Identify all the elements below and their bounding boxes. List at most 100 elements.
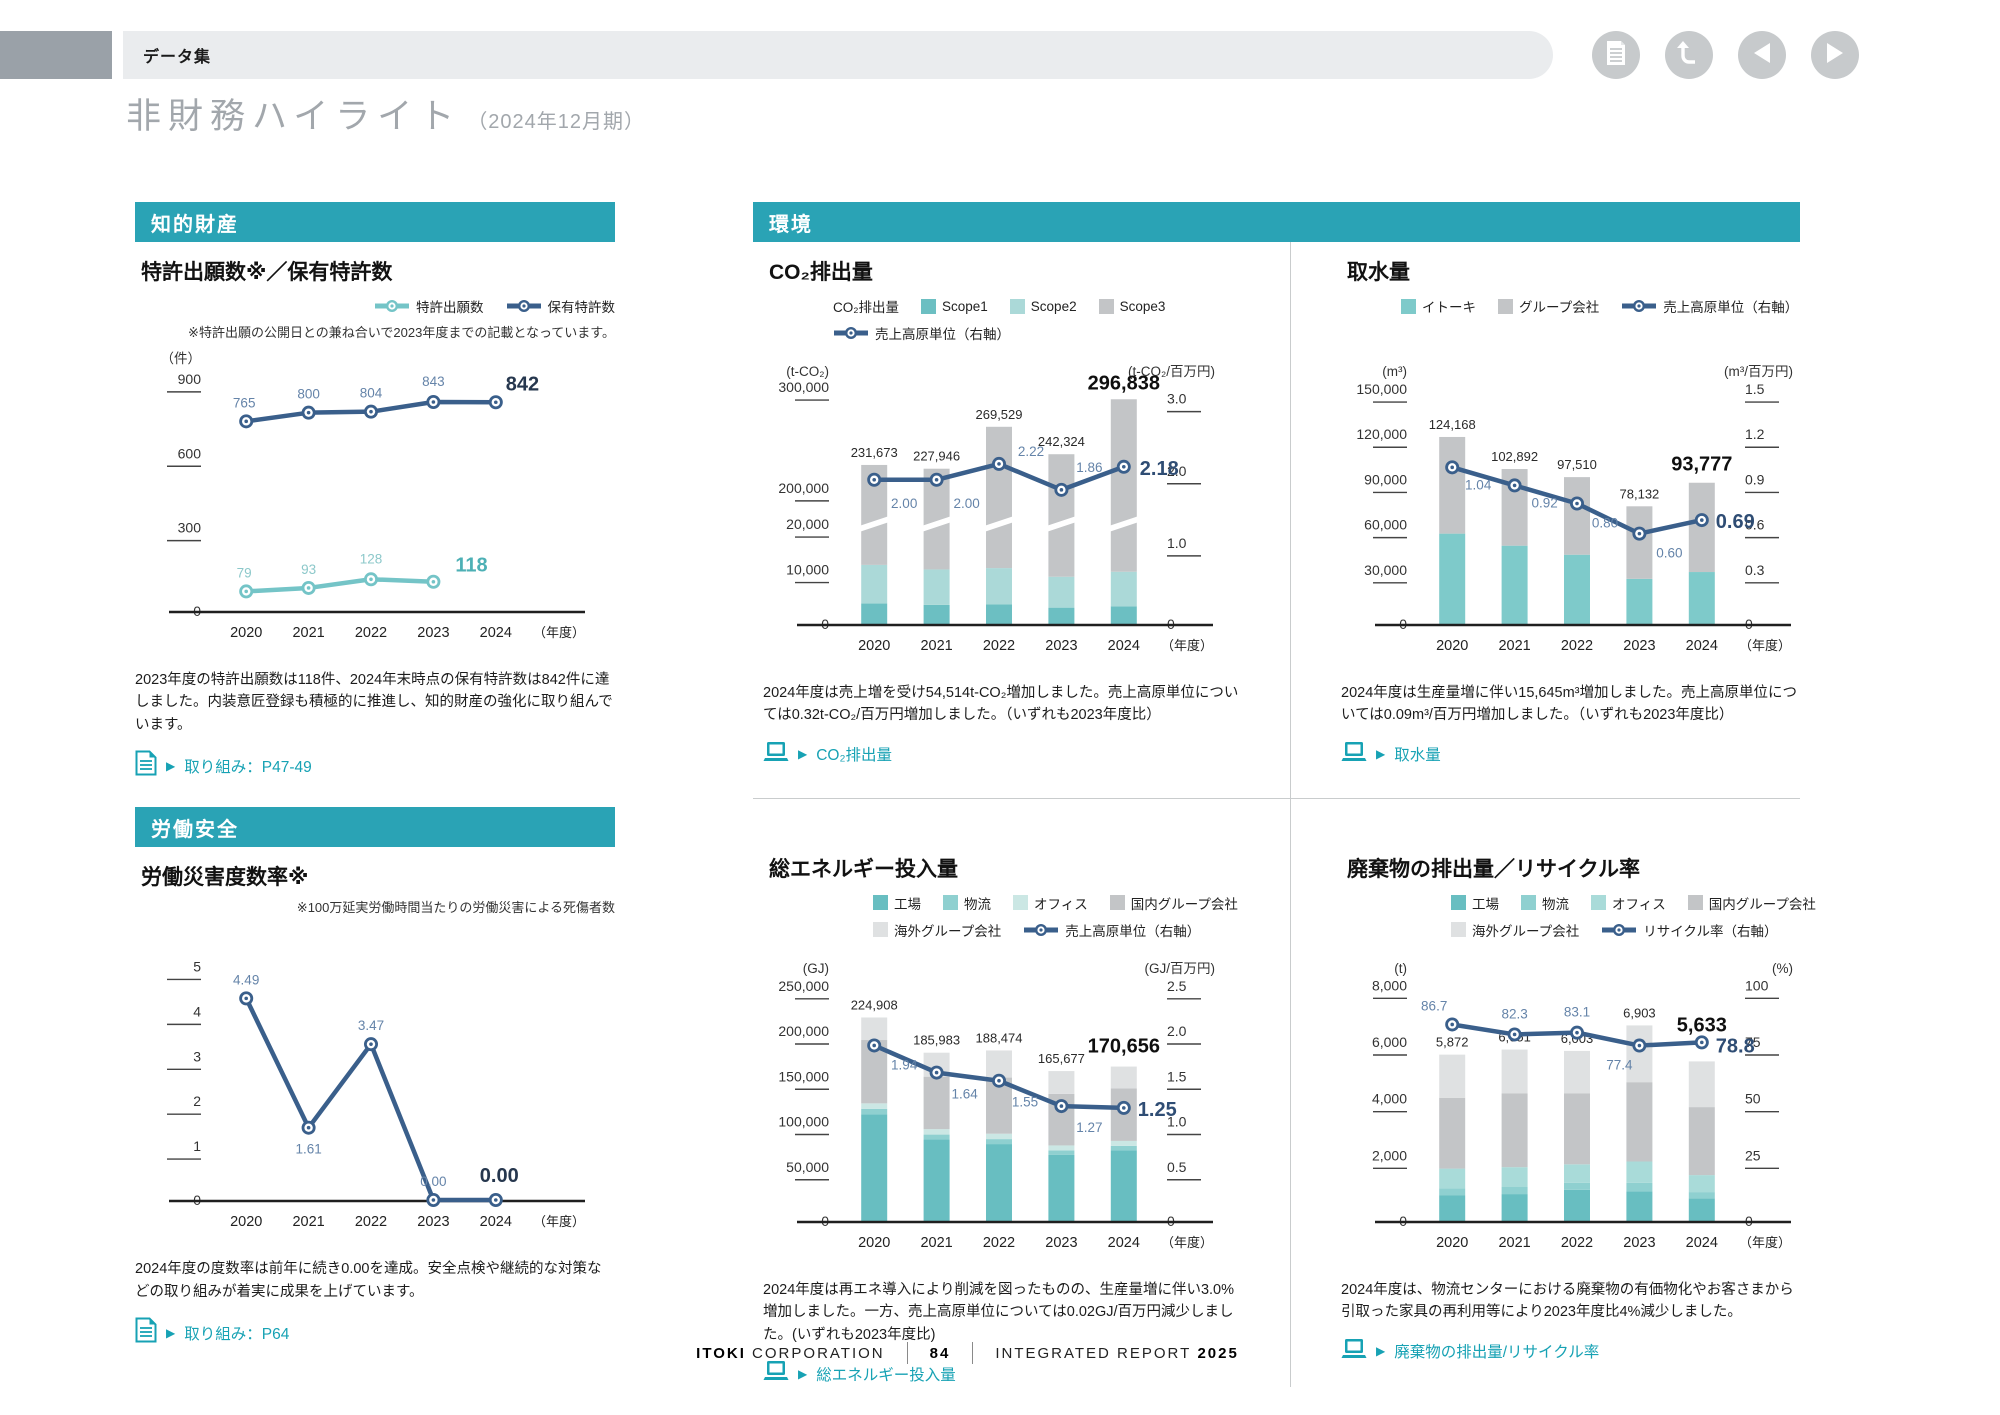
- svg-text:(t): (t): [1394, 961, 1407, 976]
- waste-link[interactable]: ▶ 廃棄物の排出量/リサイクル率: [1341, 1338, 1800, 1365]
- svg-text:77.4: 77.4: [1606, 1057, 1633, 1072]
- svg-text:4,000: 4,000: [1372, 1091, 1407, 1107]
- svg-text:5,872: 5,872: [1436, 1035, 1469, 1050]
- waste-cell: 廃棄物の排出量／リサイクル率 工場 物流 オフィス 国内グループ会社 海外グループ会社リ…: [1290, 798, 1816, 1388]
- link-arrow-icon: ▶: [166, 1325, 176, 1340]
- svg-text:200,000: 200,000: [778, 480, 829, 496]
- svg-text:128: 128: [360, 551, 383, 566]
- link-arrow-icon: ▶: [1376, 747, 1386, 762]
- svg-text:25: 25: [1745, 1147, 1761, 1163]
- svg-text:227,946: 227,946: [913, 449, 960, 464]
- content: 知的財産 特許出願数※／保有特許数 特許出願数 保有特許数 ※特許出願の公開日との…: [135, 202, 1816, 1388]
- safety-caption: 2024年度の度数率は前年に続き0.00を達成。安全点検や継続的な対策などの取り…: [135, 1261, 602, 1300]
- svg-text:78.8: 78.8: [1716, 1035, 1755, 1057]
- svg-text:0.80: 0.80: [1592, 515, 1618, 530]
- svg-text:2023: 2023: [1045, 1235, 1077, 1251]
- svg-text:(GJ/百万円): (GJ/百万円): [1145, 961, 1216, 976]
- svg-text:(GJ): (GJ): [803, 961, 829, 976]
- safety-link-label: 取り組み：P64: [184, 1325, 290, 1343]
- safety-link[interactable]: ▶ 取り組み：P64: [135, 1317, 615, 1348]
- svg-text:2023: 2023: [417, 1214, 449, 1230]
- svg-text:（年度）: （年度）: [533, 1214, 585, 1229]
- svg-text:8,000: 8,000: [1372, 977, 1407, 993]
- svg-text:1.0: 1.0: [1167, 535, 1187, 551]
- safety-chart-title: 労働災害度数率※: [141, 866, 309, 890]
- chapter-tab-label: データ集: [143, 49, 212, 66]
- svg-text:2021: 2021: [292, 625, 324, 641]
- link-arrow-icon: ▶: [798, 747, 808, 762]
- patent-note: ※特許出願の公開日との兼ね合いで2023年度までの記載となっています。: [188, 325, 615, 340]
- svg-text:2022: 2022: [983, 1235, 1015, 1251]
- svg-text:188,474: 188,474: [976, 1030, 1023, 1045]
- chapter-tab-bar: データ集: [123, 31, 1553, 79]
- svg-text:10,000: 10,000: [786, 562, 829, 578]
- environment-section: 環境 CO₂排出量 CO₂排出量 Scope1 Scope2 Scope3 売上高原単位…: [753, 202, 1816, 1388]
- page-title-period: （2024年12月期）: [467, 111, 646, 133]
- svg-text:0.00: 0.00: [420, 1174, 446, 1189]
- viewer-nav: [1592, 31, 1859, 79]
- contents-button[interactable]: [1592, 31, 1640, 79]
- svg-text:2023: 2023: [1623, 1235, 1655, 1251]
- svg-text:1.64: 1.64: [951, 1087, 978, 1102]
- water-link-label: 取水量: [1394, 747, 1441, 765]
- svg-text:2023: 2023: [417, 625, 449, 641]
- svg-text:2: 2: [193, 1094, 201, 1110]
- svg-text:4: 4: [193, 1004, 201, 1020]
- svg-text:2.0: 2.0: [1167, 463, 1187, 479]
- svg-text:2021: 2021: [1498, 1235, 1530, 1251]
- svg-text:0.6: 0.6: [1745, 517, 1765, 533]
- svg-text:90,000: 90,000: [1364, 471, 1407, 487]
- svg-text:（年度）: （年度）: [1161, 1235, 1213, 1250]
- svg-text:843: 843: [422, 374, 445, 389]
- section-header-environment: 環境: [753, 202, 1800, 242]
- co2-chart: (t-CO₂)(t-CO₂/百万円)20,00010,0000300,00020…: [778, 364, 1215, 654]
- svg-text:2022: 2022: [355, 625, 387, 641]
- svg-text:2021: 2021: [292, 1214, 324, 1230]
- energy-link[interactable]: ▶ 総エネルギー投入量: [763, 1360, 1245, 1387]
- svg-text:2020: 2020: [1436, 1235, 1468, 1251]
- svg-text:124,168: 124,168: [1429, 417, 1476, 432]
- patent-link[interactable]: ▶ 取り組み：P47-49: [135, 750, 615, 781]
- svg-text:1.86: 1.86: [1076, 460, 1102, 475]
- svg-text:83.1: 83.1: [1564, 1005, 1590, 1020]
- svg-text:1.04: 1.04: [1465, 477, 1492, 492]
- svg-text:165,677: 165,677: [1038, 1051, 1085, 1066]
- water-chart-title: 取水量: [1347, 261, 1410, 284]
- svg-text:2.00: 2.00: [891, 496, 917, 511]
- environment-grid: CO₂排出量 CO₂排出量 Scope1 Scope2 Scope3 売上高原単位（右軸…: [753, 242, 1816, 1388]
- prev-page-button[interactable]: [1738, 31, 1786, 79]
- svg-text:(%): (%): [1772, 961, 1793, 976]
- svg-text:（件）: （件）: [161, 351, 202, 366]
- svg-text:2024: 2024: [480, 625, 512, 641]
- return-button[interactable]: [1665, 31, 1713, 79]
- svg-text:200,000: 200,000: [778, 1023, 829, 1039]
- svg-text:50,000: 50,000: [786, 1159, 829, 1175]
- svg-text:（年度）: （年度）: [1739, 1235, 1791, 1250]
- patent-chart-title: 特許出願数※／保有特許数: [141, 261, 393, 284]
- svg-text:2.0: 2.0: [1167, 1023, 1187, 1039]
- svg-text:2024: 2024: [1686, 638, 1718, 654]
- svg-text:100,000: 100,000: [778, 1113, 829, 1129]
- water-caption: 2024年度は生産量増に伴い15,645m³増加しました。売上高原単位については…: [1341, 685, 1798, 724]
- svg-text:75: 75: [1745, 1034, 1761, 1050]
- waste-chart: (t)(%)8,0006,0004,0002,000010075502505,8…: [1372, 961, 1793, 1251]
- labor-safety-block: 労働安全 労働災害度数率※ ※100万延実労働時間当たりの労働災害による死傷者数…: [135, 807, 615, 1348]
- laptop-icon: [763, 1360, 789, 1387]
- water-chart: (m³) (m³/百万円) 150,000 120,000 90,000 60,000 30…: [1356, 364, 1793, 654]
- co2-link-label: CO₂排出量: [816, 747, 893, 765]
- water-link[interactable]: ▶ 取水量: [1341, 741, 1800, 768]
- co2-chart-title: CO₂排出量: [769, 261, 873, 284]
- svg-text:842: 842: [506, 373, 539, 395]
- laptop-icon: [1341, 741, 1367, 768]
- safety-chart: 54321020202021202220232024（年度）4.491.613.…: [167, 959, 585, 1230]
- svg-text:2.22: 2.22: [1018, 444, 1044, 459]
- svg-text:100: 100: [1745, 977, 1769, 993]
- next-page-button[interactable]: [1811, 31, 1859, 79]
- svg-text:1.27: 1.27: [1076, 1120, 1102, 1135]
- svg-text:269,529: 269,529: [976, 407, 1023, 422]
- svg-text:79: 79: [237, 565, 252, 580]
- svg-text:2021: 2021: [920, 1235, 952, 1251]
- svg-text:102,892: 102,892: [1491, 449, 1538, 464]
- svg-text:（年度）: （年度）: [1161, 638, 1213, 653]
- co2-link[interactable]: ▶ CO₂排出量: [763, 741, 1245, 768]
